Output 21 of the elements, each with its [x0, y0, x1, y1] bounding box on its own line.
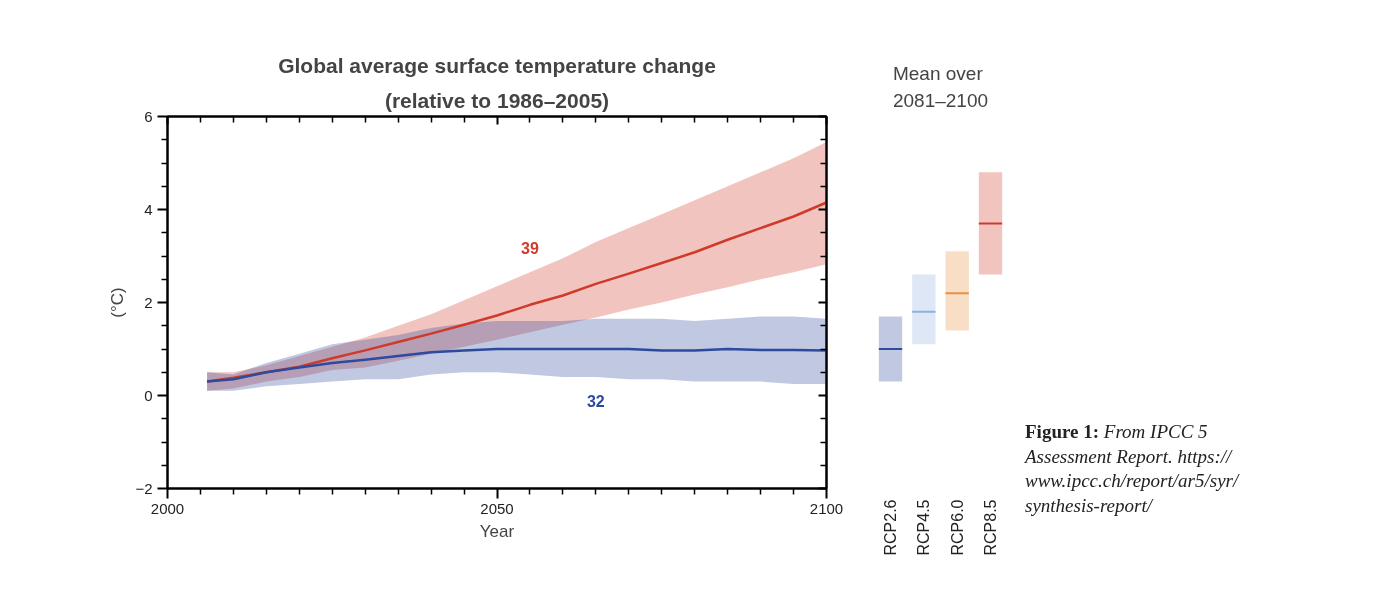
- chart-title: Mean over 2081–2100: [892, 63, 989, 112]
- y-tick-label: 6: [144, 107, 153, 125]
- x-tick-label: RCP4.5: [915, 499, 933, 556]
- y-tick-label: 4: [144, 200, 153, 218]
- text: Figure 1: From IPCC 5 Assessment Report. https://www.ipcc.ch/report/ar5/syr/synthesis-report/: [1025, 421, 1239, 517]
- x-tick-label: RCP8.5: [982, 499, 999, 556]
- x-tick-label: 2000: [150, 499, 185, 517]
- x-tick-label: 2050: [480, 499, 514, 517]
- y-tick-label: −2: [135, 479, 153, 497]
- y-tick-label: 0: [144, 386, 153, 404]
- y-tick-label: 2: [144, 293, 153, 311]
- annotation: 32: [586, 392, 605, 410]
- chart-subtitle: (relative to 1986–2005): [384, 88, 610, 112]
- y-axis-title: (°C): [108, 287, 128, 318]
- chart-title: Global average surface temperature change: [278, 53, 716, 77]
- x-tick-label: 2100: [809, 499, 844, 517]
- x-tick-label: RCP6.0: [948, 499, 966, 556]
- annotation: 39: [521, 240, 539, 258]
- x-axis-title: Year: [479, 521, 515, 541]
- line-series: [205, 347, 827, 383]
- x-tick-label: RCP2.6: [882, 499, 899, 556]
